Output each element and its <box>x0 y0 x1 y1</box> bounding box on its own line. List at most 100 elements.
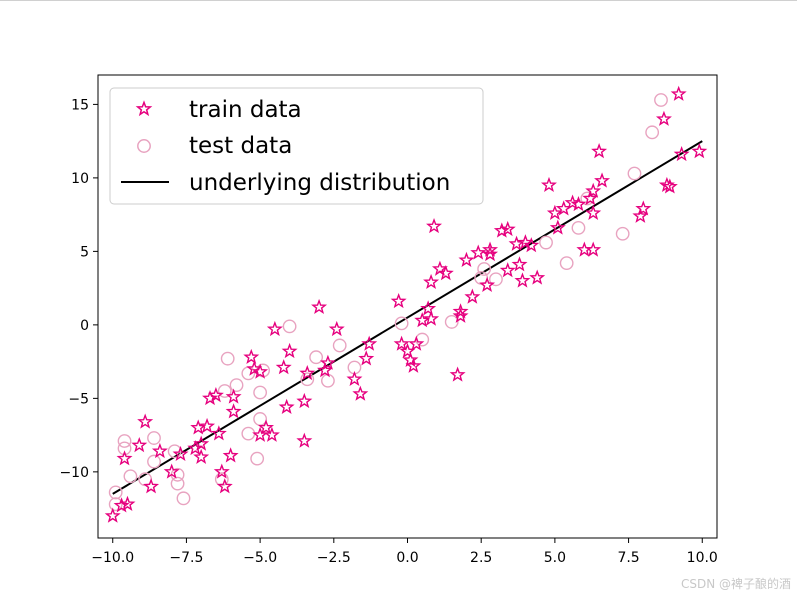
train-data-point <box>246 360 263 376</box>
train-data-point <box>252 363 269 379</box>
test-data-point <box>415 332 430 347</box>
train-data-point <box>113 497 130 513</box>
train-data-point <box>591 143 608 159</box>
x-tick-label: 5.0 <box>544 550 566 566</box>
train-data-point <box>207 387 224 403</box>
train-data-point <box>266 320 283 337</box>
train-data-point <box>216 478 233 494</box>
legend-train-star-icon <box>135 100 153 117</box>
test-data-point <box>147 431 161 445</box>
train-data-point <box>529 269 546 285</box>
y-tick-label: −5 <box>68 391 89 407</box>
train-data-point <box>278 398 295 414</box>
train-data-point <box>210 425 227 441</box>
train-data-point <box>452 307 469 323</box>
train-data-point <box>151 442 168 459</box>
legend-test-circle-icon <box>137 139 151 153</box>
test-data-point <box>332 338 347 353</box>
legend-label-train: train data <box>189 97 302 123</box>
train-data-point <box>493 222 510 238</box>
y-tick-label: −10 <box>59 465 89 481</box>
line-layer <box>112 140 703 495</box>
train-data-point <box>263 426 280 442</box>
train-data-point <box>449 366 466 382</box>
train-data-point <box>137 413 154 429</box>
test-data-point <box>250 451 265 466</box>
y-tick-label: 15 <box>71 97 89 113</box>
train-data-point <box>361 335 378 351</box>
train-data-point <box>570 195 587 212</box>
test-data-point <box>654 93 668 107</box>
test-data-point <box>300 372 315 387</box>
train-data-point <box>423 273 440 290</box>
train-data-point <box>296 432 313 448</box>
test-data-point <box>117 434 132 448</box>
points-layer <box>104 85 708 523</box>
train-data-point <box>402 351 419 367</box>
train-data-point <box>393 335 410 351</box>
train-data-point <box>258 419 275 435</box>
test-data-point <box>176 491 191 506</box>
train-data-point <box>202 389 218 406</box>
train-data-point <box>193 448 210 464</box>
train-data-point <box>163 463 180 479</box>
train-data-point <box>243 348 260 365</box>
legend-star-marker <box>135 100 153 117</box>
train-data-point <box>582 190 599 206</box>
train-data-point <box>673 145 690 162</box>
train-data-point <box>670 85 687 101</box>
train-data-point <box>405 357 422 373</box>
train-data-point <box>691 143 708 159</box>
test-data-point <box>214 472 229 487</box>
test-data-point <box>559 256 574 271</box>
train-data-point <box>585 204 602 220</box>
train-data-point <box>390 292 407 309</box>
train-data-point <box>414 312 431 328</box>
train-data-point <box>225 403 242 419</box>
watermark: CSDN @裨子酿的酒 <box>680 577 791 591</box>
train-data-point <box>464 288 481 304</box>
train-data-point <box>499 220 516 237</box>
train-data-point <box>199 417 216 434</box>
train-data-point <box>437 265 454 281</box>
train-data-point <box>420 300 437 316</box>
test-data-point <box>444 315 459 329</box>
train-data-point <box>346 370 363 387</box>
train-data-point <box>482 241 499 257</box>
legend-label-line: underlying distribution <box>189 170 450 196</box>
train-data-point <box>299 364 316 381</box>
train-data-point <box>655 110 672 126</box>
test-data-point <box>241 426 256 441</box>
train-data-point <box>541 176 557 193</box>
train-data-point <box>316 362 333 378</box>
test-data-point <box>123 469 138 484</box>
test-data-point <box>539 235 553 250</box>
x-axis: −10.0 −7.5 −5.0 −2.5 0.0 2.5 5.0 7.5 10.0 <box>91 538 718 566</box>
train-data-point <box>319 354 336 370</box>
train-data-point <box>426 217 443 234</box>
test-data-point <box>394 316 409 331</box>
train-data-point <box>222 447 239 463</box>
train-data-point <box>296 392 313 409</box>
train-data-point <box>311 298 328 315</box>
test-data-point <box>615 226 630 241</box>
y-tick-label: 10 <box>71 171 89 187</box>
test-data-point <box>282 319 297 334</box>
x-tick-label: −5.0 <box>243 550 277 566</box>
test-data-point <box>627 166 642 181</box>
test-data-point <box>645 125 660 140</box>
y-axis: −10 −5 0 5 10 15 <box>59 97 98 481</box>
train-data-point <box>104 507 121 523</box>
train-data-point <box>661 178 678 194</box>
train-data-point <box>358 350 375 366</box>
legend-box <box>109 87 484 205</box>
y-tick-label: 5 <box>80 244 89 260</box>
test-data-point <box>253 412 268 426</box>
y-tick-label: 0 <box>80 318 89 334</box>
train-data-point <box>187 439 204 456</box>
x-tick-label: 2.5 <box>470 550 492 566</box>
train-data-point <box>470 244 487 260</box>
train-data-point <box>594 172 611 188</box>
train-data-point <box>635 200 652 216</box>
